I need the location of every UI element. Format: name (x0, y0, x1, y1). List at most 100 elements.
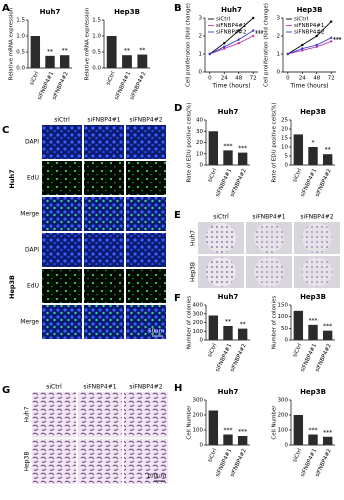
point (301, 49, 304, 52)
bar (223, 434, 233, 445)
image-colony (302, 257, 332, 287)
bar (45, 55, 55, 68)
row-label: Hep3B (24, 452, 31, 472)
x-tick-label: siFNBP4#2 (52, 71, 70, 101)
point (208, 52, 212, 56)
y-tick-label: 0 (285, 338, 289, 344)
y-axis-label: Number of colonies (272, 296, 278, 350)
y-tick-label: 25 (281, 118, 288, 124)
column-label: siCtrl (213, 214, 229, 221)
panel-label: F (174, 293, 181, 304)
bar (208, 315, 219, 340)
y-tick-label: 0.0 (92, 66, 101, 72)
bar (106, 36, 117, 68)
point (251, 29, 255, 32)
y-tick-label: 0.0 (16, 66, 25, 72)
bar (293, 310, 304, 340)
significance: ** (325, 147, 331, 154)
x-tick-label: siCtrl (29, 71, 41, 87)
significance: *** (224, 143, 233, 150)
bar (293, 415, 304, 445)
significance: *** (255, 32, 264, 38)
significance: *** (255, 30, 264, 36)
bar (59, 55, 70, 68)
point (237, 29, 240, 32)
significance: ** (139, 47, 145, 54)
image-cell (78, 439, 122, 484)
legend-label: siFNBP4#2 (294, 30, 324, 36)
significance: *** (333, 37, 342, 43)
legend-label: siCtrl (216, 17, 231, 23)
image-colony (206, 257, 236, 287)
point (286, 52, 290, 56)
row-label: EdU (27, 283, 39, 290)
image-cell (126, 269, 166, 303)
bar (208, 131, 219, 165)
image-cell (78, 392, 122, 437)
y-axis-label: Number of colonies (187, 296, 193, 350)
image-cell (42, 305, 82, 339)
y-axis-label: Cell proliferation (fold change) (264, 3, 270, 87)
x-tick-label: siCtrl (105, 71, 117, 87)
point (329, 36, 333, 39)
series-line (287, 40, 332, 55)
x-tick-label: 48 (235, 76, 242, 82)
x-tick-label: 24 (221, 76, 228, 82)
image-cell (126, 125, 166, 159)
image-cell (84, 197, 124, 231)
column-label: siCtrl (46, 384, 62, 391)
panel-label: D (174, 103, 182, 114)
column-label: siCtrl (54, 117, 70, 124)
y-tick-label: 5 (285, 154, 289, 160)
image-cell (42, 233, 82, 267)
image-cell (124, 392, 168, 437)
panel-label: C (2, 125, 9, 136)
chart-title: Huh7 (218, 293, 239, 301)
bar (322, 154, 333, 165)
chart-title: Huh7 (221, 6, 242, 14)
significance: *** (323, 429, 332, 436)
y-axis-label: Rate of EDU positive cells(%) (187, 102, 193, 182)
point (237, 42, 240, 45)
y-tick-label: 20 (196, 140, 203, 146)
significance: ** (240, 321, 246, 328)
series-line (287, 37, 332, 55)
y-tick-label: 0 (277, 70, 281, 76)
bar (308, 434, 318, 445)
bar (308, 147, 318, 165)
y-tick-label: 10 (196, 151, 203, 157)
legend-label: siFNBP4#1 (294, 23, 324, 29)
y-tick-label: 0.5 (92, 50, 101, 56)
point (301, 43, 304, 47)
panel-label: A (2, 3, 10, 14)
y-tick-label: 200 (193, 413, 204, 419)
bar (237, 328, 248, 340)
row-label: Merge (20, 211, 39, 218)
x-tick-label: siFNBP4#2 (315, 448, 333, 478)
y-tick-label: 100 (193, 329, 204, 335)
x-tick-label: 24 (299, 76, 306, 82)
y-tick-label: 0 (200, 443, 204, 449)
image-cell (42, 161, 82, 195)
bar (322, 330, 333, 340)
x-tick-label: siCtrl (207, 343, 219, 359)
x-tick-label: siCtrl (292, 168, 304, 184)
significance: ** (62, 48, 68, 55)
chart-title: Huh7 (40, 8, 61, 16)
bar (30, 36, 41, 68)
image-colony (206, 223, 236, 253)
chart-title: Hep3B (300, 293, 326, 301)
x-tick-label: siFNBP4#2 (315, 343, 333, 373)
y-tick-label: 100 (193, 428, 204, 434)
image-cell (126, 305, 166, 339)
image-cell (126, 161, 166, 195)
image-cell (124, 439, 168, 484)
row-label: DAPI (25, 247, 39, 254)
panel-label: H (174, 383, 182, 394)
row-label: Hep3B (190, 262, 197, 282)
y-tick-label: 0.5 (16, 50, 25, 56)
y-tick-label: 1.0 (92, 34, 101, 40)
bar (223, 326, 233, 340)
y-tick-label: 150 (278, 303, 289, 309)
panel-label: B (174, 3, 182, 14)
